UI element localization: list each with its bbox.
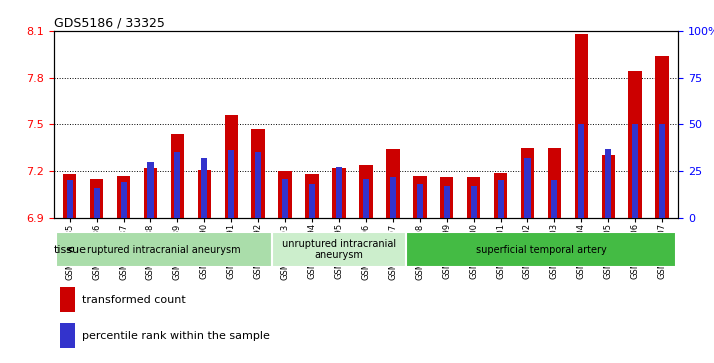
Bar xyxy=(309,184,315,218)
Bar xyxy=(201,158,207,218)
Bar xyxy=(171,134,184,218)
Bar xyxy=(359,165,373,218)
Bar xyxy=(605,148,611,218)
Bar xyxy=(198,170,211,218)
Bar xyxy=(60,323,76,348)
Bar xyxy=(271,232,406,267)
Bar xyxy=(575,34,588,218)
Bar xyxy=(60,287,76,312)
Bar xyxy=(148,162,154,218)
Bar xyxy=(224,115,238,218)
Bar xyxy=(121,182,126,218)
Bar xyxy=(255,152,261,218)
Bar xyxy=(306,174,318,218)
Bar xyxy=(117,176,130,218)
Bar xyxy=(63,174,76,218)
Bar xyxy=(628,72,642,218)
Bar xyxy=(386,149,400,218)
Bar xyxy=(655,56,669,218)
Bar xyxy=(498,180,503,218)
Bar xyxy=(440,177,453,218)
Bar xyxy=(406,232,675,267)
Bar xyxy=(228,151,234,218)
Bar xyxy=(632,124,638,218)
Text: tissue: tissue xyxy=(54,245,87,254)
Bar xyxy=(56,232,271,267)
Bar xyxy=(548,148,561,218)
Bar xyxy=(336,167,342,218)
Text: ruptured intracranial aneurysm: ruptured intracranial aneurysm xyxy=(87,245,241,254)
Bar xyxy=(521,148,534,218)
Bar xyxy=(282,179,288,218)
Bar xyxy=(443,186,450,218)
Bar xyxy=(174,152,181,218)
Bar xyxy=(525,158,531,218)
Bar xyxy=(467,177,481,218)
Bar xyxy=(390,177,396,218)
Bar xyxy=(659,124,665,218)
Bar xyxy=(471,186,477,218)
Bar xyxy=(578,124,584,218)
Bar xyxy=(363,179,369,218)
Text: GDS5186 / 33325: GDS5186 / 33325 xyxy=(54,17,164,30)
Bar xyxy=(602,155,615,218)
Bar xyxy=(90,179,104,218)
Text: percentile rank within the sample: percentile rank within the sample xyxy=(81,331,270,341)
Bar xyxy=(494,173,508,218)
Bar xyxy=(251,129,265,218)
Bar xyxy=(413,176,426,218)
Bar xyxy=(66,180,73,218)
Text: superficial temporal artery: superficial temporal artery xyxy=(476,245,606,254)
Bar xyxy=(417,184,423,218)
Text: unruptured intracranial
aneurysm: unruptured intracranial aneurysm xyxy=(282,239,396,260)
Bar xyxy=(94,188,100,218)
Bar xyxy=(332,168,346,218)
Bar xyxy=(144,168,157,218)
Bar xyxy=(278,171,292,218)
Bar xyxy=(551,180,558,218)
Text: transformed count: transformed count xyxy=(81,295,186,305)
